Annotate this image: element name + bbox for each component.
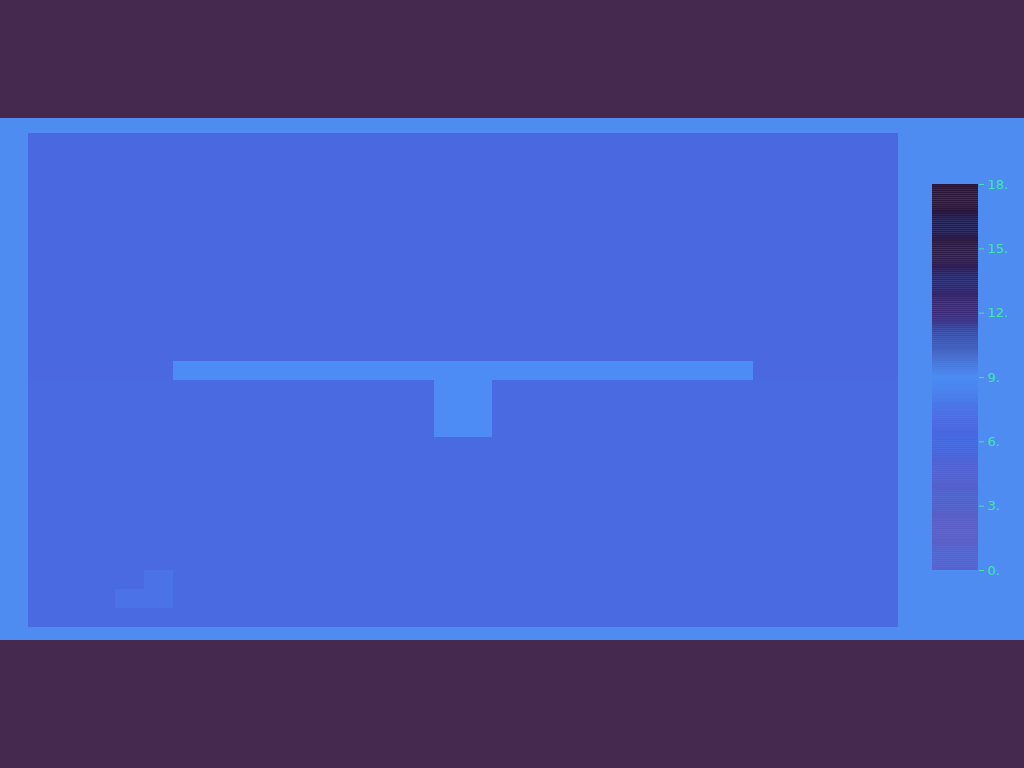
svg-text:0.: 0.: [988, 563, 1000, 578]
svg-text:15.: 15.: [988, 241, 1009, 256]
svg-text:6.: 6.: [988, 434, 1000, 449]
svg-text:9.: 9.: [988, 370, 1000, 385]
svg-text:3.: 3.: [988, 498, 1000, 513]
svg-text:12.: 12.: [988, 305, 1009, 320]
svg-text:18.: 18.: [988, 177, 1009, 192]
